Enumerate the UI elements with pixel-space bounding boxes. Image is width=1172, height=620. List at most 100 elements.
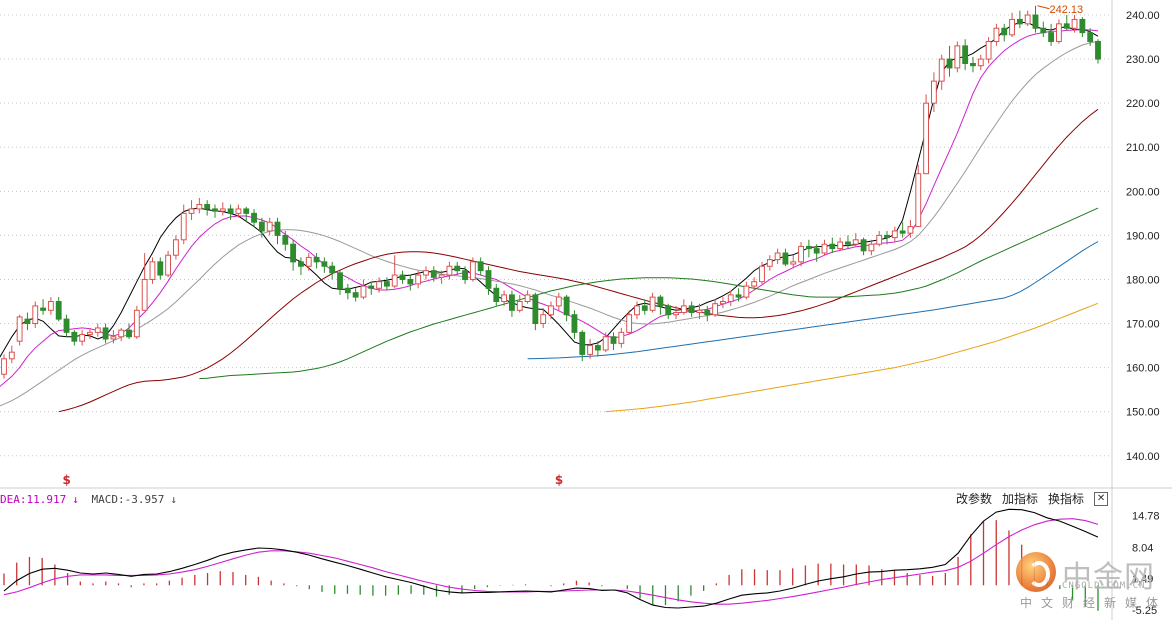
candle-body [329, 265, 336, 274]
candle [1016, 10, 1023, 29]
candle [696, 303, 703, 320]
candle-body [446, 265, 453, 276]
candle [1079, 17, 1086, 38]
price-y-axis: 240.00 230.00 220.00 210.00 200.00 190.00 180.… [1126, 10, 1160, 463]
candle [227, 204, 234, 220]
adjust-params-button[interactable]: 改参数 [956, 492, 993, 506]
candle-body [516, 301, 523, 311]
candle-body [735, 294, 742, 298]
dif-line [3, 508, 1099, 609]
candle [649, 292, 656, 313]
close-icon[interactable]: ✕ [1094, 491, 1109, 506]
candle [719, 297, 726, 309]
candle-body [383, 281, 390, 287]
candle-body [805, 245, 812, 250]
candle-body [376, 281, 383, 289]
y-tick-label: 220.00 [1126, 98, 1160, 110]
candle [1056, 19, 1062, 44]
ma-line-ma120 [527, 241, 1099, 360]
candle-body [337, 272, 343, 289]
candle [368, 281, 375, 295]
candle-body [751, 281, 758, 287]
candle-body [587, 345, 593, 355]
candle [438, 270, 445, 284]
candle-body [227, 208, 234, 214]
candle-body [899, 230, 906, 234]
ma-line-ma5 [0, 22, 1099, 358]
candle-body [563, 296, 570, 316]
candle-body [719, 301, 726, 305]
candle-body [571, 314, 578, 333]
candle-body [79, 334, 86, 342]
candle [204, 200, 211, 216]
candle-body [126, 329, 132, 338]
candle [962, 39, 969, 71]
candle-body [1048, 32, 1055, 42]
candle-body [344, 287, 351, 294]
candle [55, 297, 62, 322]
candle [868, 239, 875, 256]
candle [180, 204, 187, 245]
candle [884, 230, 890, 245]
candle-body [985, 40, 992, 60]
candle-body [71, 331, 78, 342]
candle [610, 332, 617, 350]
logo-url: CNGOLD.COM.CN [1062, 581, 1146, 591]
candle-body [391, 274, 398, 287]
candle [165, 250, 172, 278]
candle [337, 270, 343, 295]
indicator-toolbar: 改参数 加指标 换指标 ✕ [956, 490, 1109, 507]
candlesticks: 242.13 [1, 4, 1101, 379]
candle [188, 200, 195, 220]
candle [829, 237, 836, 254]
y-tick-label: 200.00 [1126, 186, 1160, 198]
candle-body [891, 230, 898, 239]
candle [446, 261, 453, 280]
add-indicator-button[interactable]: 加指标 [1002, 492, 1039, 506]
candle-body [970, 63, 976, 67]
candle-body [1079, 18, 1086, 34]
candle [587, 338, 593, 359]
candle [954, 41, 961, 73]
y-tick-label: 170.00 [1126, 319, 1160, 331]
candle [118, 327, 125, 342]
candle [970, 56, 976, 73]
candle [407, 275, 414, 291]
candle-body [415, 274, 422, 285]
candle-body [63, 318, 70, 333]
candle [63, 314, 70, 337]
candle-body [141, 278, 148, 311]
logo-tagline: 中文财经新媒体 [1020, 596, 1168, 610]
candle-body [548, 305, 554, 316]
dea-value: DEA:11.917 [0, 493, 67, 506]
candle [79, 330, 86, 346]
candle-body [1024, 14, 1031, 25]
candle [915, 164, 922, 228]
candle [313, 253, 320, 269]
candle-body [102, 327, 109, 340]
candle [977, 54, 984, 71]
macd-y-tick-label: 14.78 [1132, 510, 1160, 522]
candle-body [618, 331, 625, 344]
macd-y-axis: 14.78 8.04 1.49 -5.25 [1132, 510, 1160, 617]
candle [282, 230, 289, 251]
candle-body [368, 285, 375, 289]
dea-down-arrow-icon: ↓ [72, 493, 79, 506]
candle-body [454, 265, 461, 272]
candle [399, 270, 406, 284]
candle [462, 266, 468, 284]
candle [266, 217, 273, 236]
candle-body [423, 270, 429, 276]
candle-body [1063, 23, 1070, 29]
candle-body [938, 58, 945, 82]
candle [454, 261, 461, 276]
ma-line-ma250 [605, 302, 1099, 413]
candle [360, 279, 367, 300]
logo-coin-icon [1016, 552, 1056, 592]
candle [516, 294, 523, 313]
switch-indicator-button[interactable]: 换指标 [1048, 492, 1085, 506]
y-tick-label: 240.00 [1126, 10, 1160, 22]
candle-body [1009, 18, 1015, 36]
candle-body [610, 336, 617, 344]
